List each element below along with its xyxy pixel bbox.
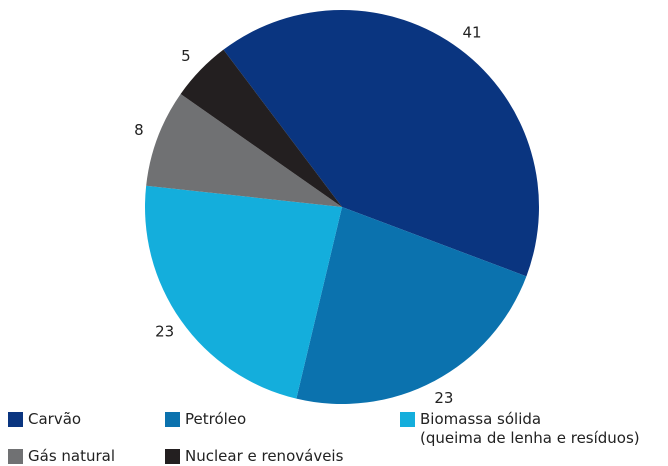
legend-swatch xyxy=(165,449,180,464)
data-label: 23 xyxy=(155,323,174,341)
legend-swatch xyxy=(165,412,180,427)
data-label: 8 xyxy=(134,121,144,139)
pie-slice xyxy=(145,185,342,399)
data-label: 5 xyxy=(181,47,191,65)
legend-item: Carvão xyxy=(8,410,81,429)
legend-item: Nuclear e renováveis xyxy=(165,447,343,466)
legend-label: Petróleo xyxy=(185,410,247,428)
pie-slice xyxy=(296,207,527,404)
legend-item: Biomassa sólida (queima de lenha e resíd… xyxy=(400,410,640,448)
legend-label: Gás natural xyxy=(28,447,116,465)
legend-swatch xyxy=(400,412,415,427)
legend-item: Gás natural xyxy=(8,447,115,466)
pie-slice xyxy=(146,94,342,207)
data-label: 41 xyxy=(462,24,481,42)
legend-label: Nuclear e renováveis xyxy=(185,447,344,465)
legend-label: Biomassa sólida (queima de lenha e resíd… xyxy=(420,410,640,447)
data-label: 23 xyxy=(434,389,453,407)
legend-label: Carvão xyxy=(28,410,82,428)
legend-swatch xyxy=(8,412,23,427)
legend-swatch xyxy=(8,449,23,464)
legend-item: Petróleo xyxy=(165,410,246,429)
pie-slice xyxy=(180,49,342,207)
pie-slice xyxy=(223,9,540,277)
